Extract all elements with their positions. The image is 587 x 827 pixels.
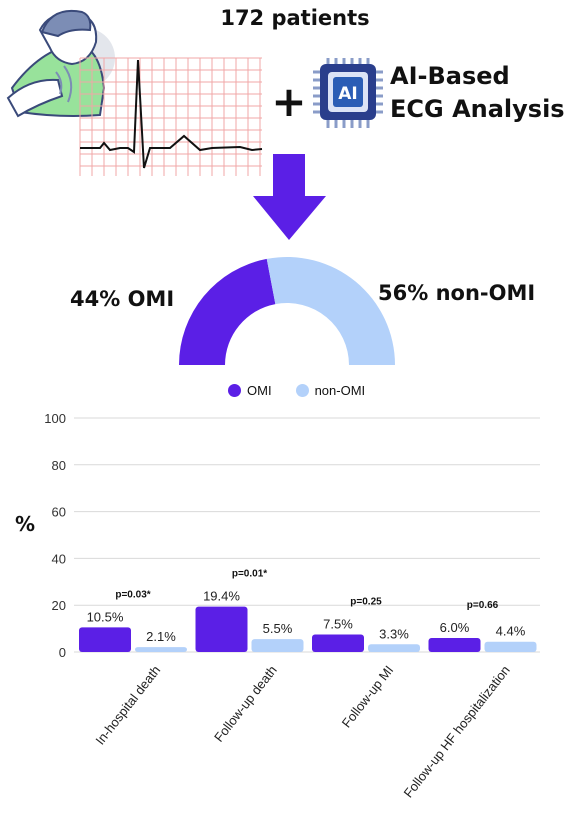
x-tick-label: Follow-up MI xyxy=(339,663,397,731)
bar-omi xyxy=(312,634,364,652)
y-tick-label: 60 xyxy=(52,505,66,520)
non-omi-percentage-label: 56% non-OMI xyxy=(378,281,536,305)
bar-non-omi xyxy=(135,647,187,652)
y-axis-label: % xyxy=(15,512,36,536)
bar-omi xyxy=(79,627,131,652)
x-tick-label: Follow-up death xyxy=(211,663,280,745)
bar-non-omi xyxy=(368,644,420,652)
bar-omi xyxy=(195,606,248,652)
y-tick-label: 100 xyxy=(44,411,66,426)
p-value-label: p=0.66 xyxy=(467,600,499,611)
bar-value-label: 19.4% xyxy=(203,589,240,604)
p-value-label: p=0.03* xyxy=(115,589,150,600)
legend-label-non-omi: non-OMI xyxy=(314,383,366,398)
bar-value-label: 7.5% xyxy=(323,616,353,631)
legend-item-omi: OMI xyxy=(228,383,272,398)
ai-title-line2: ECG Analysis xyxy=(390,95,565,123)
bar-non-omi xyxy=(251,639,304,652)
x-tick-label: In-hospital death xyxy=(92,663,163,748)
legend-swatch-non-omi xyxy=(295,384,309,397)
outcomes-bar-chart: 0 20 40 60 80 100 10.5% 2.1% p=0.03* In-hospital … xyxy=(44,411,540,801)
chart-legend: OMI non-OMI xyxy=(228,383,365,398)
bar-value-label: 6.0% xyxy=(440,620,470,635)
p-value-label: p=0.01* xyxy=(232,569,267,580)
header-illustration: + AI xyxy=(6,10,383,240)
y-tick-label: 0 xyxy=(59,645,66,660)
down-arrow-icon xyxy=(253,154,326,240)
donut-slice-omi xyxy=(179,258,276,365)
legend-item-non-omi: non-OMI xyxy=(295,383,366,398)
ai-chip-icon: AI xyxy=(313,58,383,128)
ai-analysis-title: AI-Based ECG Analysis xyxy=(390,60,565,126)
legend-label-omi: OMI xyxy=(247,383,272,398)
omi-split-half-donut xyxy=(179,257,395,365)
bar-value-label: 10.5% xyxy=(87,609,124,624)
ai-chip-label: AI xyxy=(338,84,357,104)
y-tick-label: 80 xyxy=(52,458,66,473)
y-tick-label: 40 xyxy=(52,551,66,566)
patient-illustration xyxy=(6,10,115,118)
ecg-strip xyxy=(79,57,263,176)
bar-value-label: 2.1% xyxy=(146,629,176,644)
x-tick-label: Follow-up HF hospitalization xyxy=(401,663,513,801)
ai-title-line1: AI-Based xyxy=(390,62,510,90)
plus-icon: + xyxy=(271,77,306,126)
patient-count: 172 patients xyxy=(220,6,370,30)
bar-value-label: 3.3% xyxy=(379,626,409,641)
bar-value-label: 4.4% xyxy=(496,624,526,639)
donut-slice-non-omi xyxy=(266,257,395,365)
omi-percentage-label: 44% OMI xyxy=(70,287,175,311)
bar-value-label: 5.5% xyxy=(263,621,293,636)
legend-swatch-omi xyxy=(228,384,241,397)
p-value-label: p=0.25 xyxy=(350,596,382,607)
y-tick-label: 20 xyxy=(52,598,66,613)
bar-omi xyxy=(428,637,481,652)
bar-non-omi xyxy=(484,641,537,652)
